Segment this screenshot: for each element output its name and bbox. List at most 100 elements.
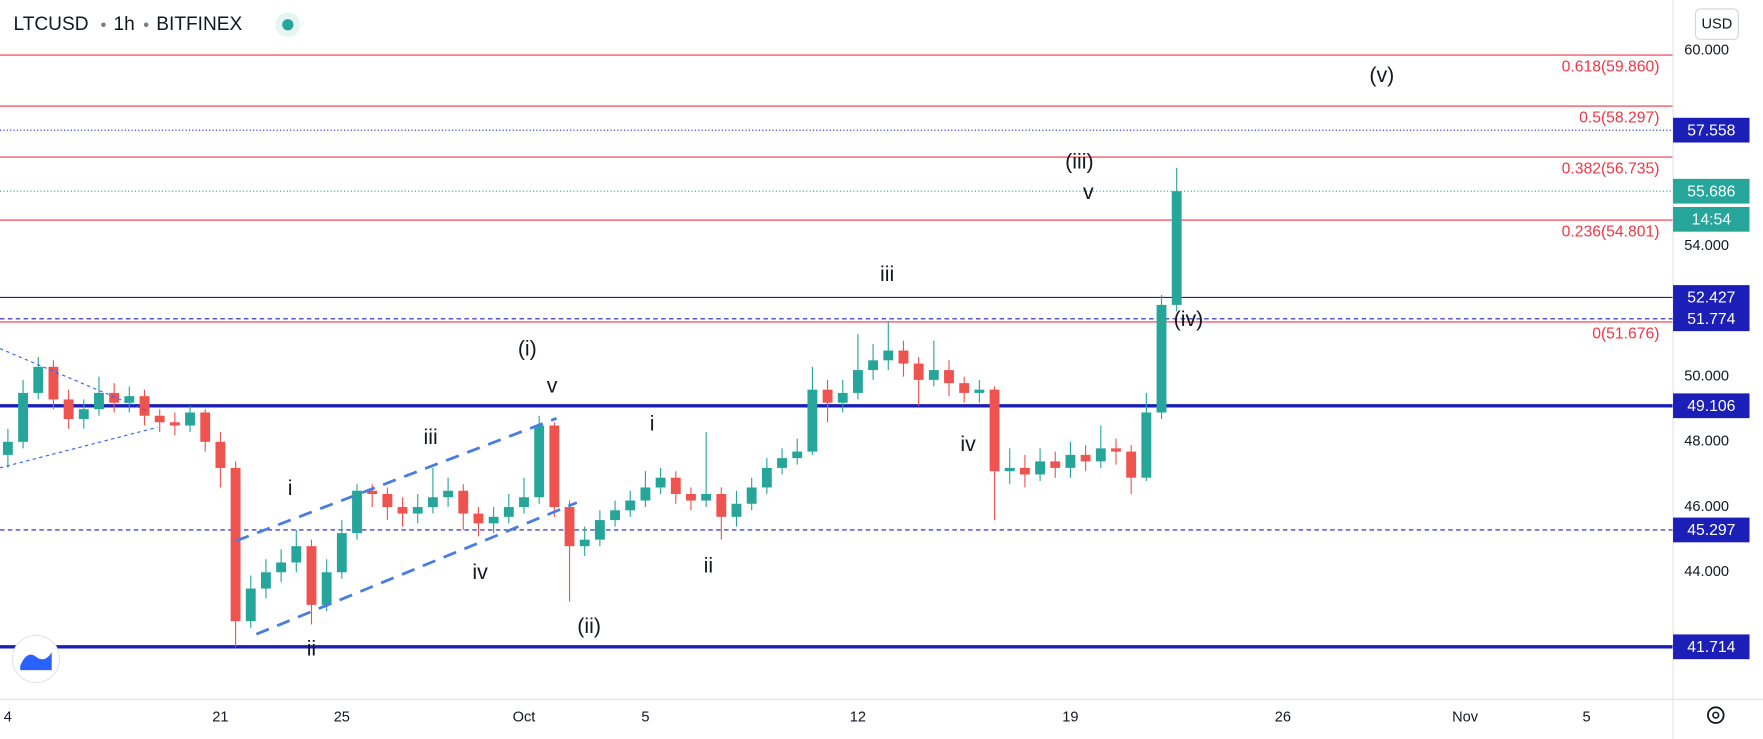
candle-body [458,490,469,514]
candle-body [427,497,438,508]
x-tick-label: Oct [513,709,536,725]
currency-button[interactable] [1694,8,1739,40]
candle-body [443,490,454,498]
level-badge [1673,634,1750,660]
candle-body [488,516,499,524]
fib-label: 0.382(56.735) [1562,161,1660,178]
level-badge [1673,117,1750,143]
channel-line [255,501,578,636]
candle-body [564,507,575,547]
candle-body [382,493,393,508]
separator [101,22,106,27]
candle-body [1171,191,1182,305]
wave-label: iv [960,432,976,456]
x-tick-label: 25 [334,709,350,725]
candle-body [594,520,605,540]
candle-body [579,539,590,547]
level-label: 49.106 [1687,398,1735,415]
candle-body [701,493,712,501]
candle-body [473,513,484,524]
symbol: LTCUSD [13,14,88,35]
fib-label: 0.618(59.860) [1562,59,1660,76]
x-tick-label: 5 [641,709,649,725]
level-label: 52.427 [1687,290,1735,307]
candle-body [2,441,13,455]
candle-body [807,389,818,452]
candle-body [1126,451,1137,478]
x-tick-label: 12 [850,709,866,725]
fib-label: 0.5(58.297) [1579,110,1659,127]
logo-mark [20,652,52,671]
candle-body [974,389,985,393]
wave-label: (iii) [1065,150,1093,174]
candle-body [640,487,651,501]
candle-body [1095,448,1106,462]
gear [1707,706,1725,724]
settings-button[interactable] [1707,706,1725,724]
channel-line [235,416,558,543]
x-tick-label: 4 [4,709,12,725]
wave-label: (v) [1369,63,1394,87]
x-tick-label: 19 [1062,709,1078,725]
wave-label: v [547,373,558,397]
candle-body [519,497,529,508]
candle-body [412,507,423,514]
wave-label: v [1083,180,1094,204]
wave-label: (iv) [1174,307,1204,331]
candle-body [731,503,742,517]
wave-label: ii [704,553,713,577]
wave-label: (i) [518,336,537,360]
market-status-dot [282,19,294,31]
gear-center [1712,711,1720,719]
candle-body [868,360,879,371]
level-badge [1673,285,1750,310]
candle-body [837,392,848,403]
candle-body [367,490,378,494]
fib-label: 0.236(54.801) [1562,224,1660,241]
candle-body [989,389,1000,472]
candle-body [185,412,195,426]
candle-body [397,507,408,514]
x-tick-label: 26 [1275,709,1291,725]
candle-body [716,493,727,517]
y-tick-label: 44.000 [1684,564,1729,580]
y-tick-label: 46.000 [1684,499,1729,515]
candle-body [291,546,302,563]
candle-body [1050,461,1061,468]
candle-body [822,389,833,403]
level-label: 55.686 [1687,183,1735,200]
level-badge [1673,178,1750,204]
candle-body [352,490,362,534]
candle-body [200,412,211,442]
currency: USD [1701,17,1732,33]
candle-body [625,500,636,511]
candle-body [777,458,787,468]
candle-body [245,588,256,622]
interval: 1h [114,14,135,35]
candle-body [549,425,560,508]
candle-body [883,350,894,361]
candle-body [169,422,180,426]
candle-body [1035,461,1046,475]
candle-body [63,399,74,419]
wave-label: (ii) [577,614,601,638]
level-badge [1673,306,1750,332]
candle-body [534,425,545,498]
candle-body [852,370,863,393]
candle-body [686,493,696,501]
candle-body [928,370,939,380]
candle-body [78,409,89,419]
candle-body [336,533,347,573]
candle-body [33,366,44,393]
candle-body [154,415,165,423]
candle-body [18,392,29,442]
candle-body [276,562,287,573]
candle-body [944,370,954,384]
candle-body [503,507,514,517]
candle-body [48,366,59,400]
x-tick-label: 5 [1582,709,1590,725]
wave-label: ii [307,637,316,661]
candle-body [959,383,970,393]
wave-label: iii [880,262,894,286]
